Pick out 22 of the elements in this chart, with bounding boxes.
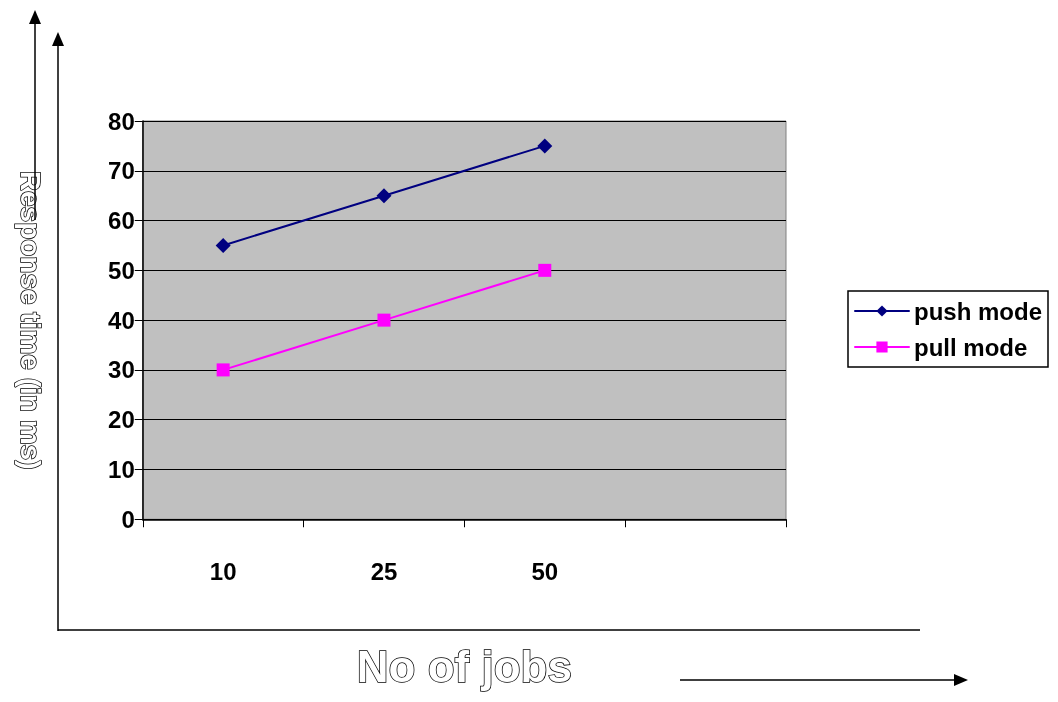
y-tick-label: 30 [108, 356, 135, 384]
x-tick-label: 10 [209, 557, 237, 585]
y-tick-label: 0 [121, 505, 135, 533]
y-tick-label: 80 [108, 107, 135, 135]
y-tick-label: 40 [108, 306, 135, 334]
point [537, 138, 553, 154]
point [538, 263, 552, 277]
y-tick-label: 10 [108, 455, 135, 483]
y-tick-label: 70 [108, 157, 135, 185]
x-tick-label: 50 [531, 557, 559, 585]
y-tick-label: 20 [108, 406, 135, 434]
y-tick-label: 60 [108, 207, 135, 235]
y-axis-title: Response time (in ms) [15, 170, 47, 470]
x-tick-label: 25 [370, 557, 398, 585]
point [216, 363, 230, 377]
point [376, 188, 392, 204]
point [377, 313, 391, 327]
point [215, 237, 231, 253]
y-tick-label: 50 [108, 256, 135, 284]
legend-label: pull mode [914, 333, 1028, 361]
x-axis-title: No of jobs [356, 641, 572, 691]
legend-label: push mode [914, 297, 1043, 325]
